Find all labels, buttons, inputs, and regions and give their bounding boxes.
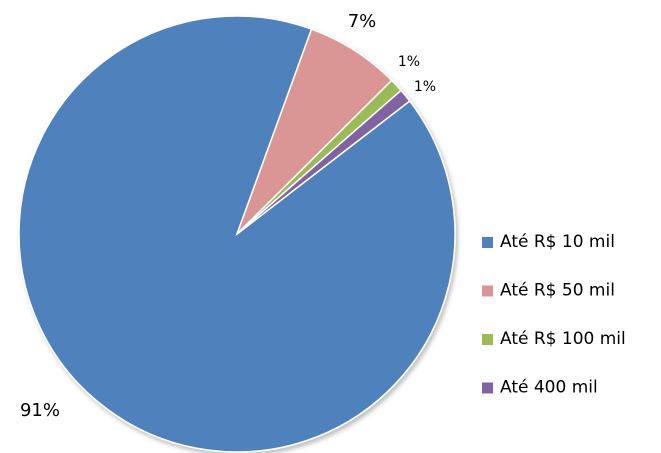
data-label: 1%: [398, 54, 420, 70]
data-label: 91%: [20, 400, 60, 421]
legend-label: Até 400 mil: [500, 378, 598, 398]
legend-label: Até R$ 100 mil: [500, 329, 626, 349]
legend-swatch: [482, 285, 493, 297]
legend-label: Até R$ 10 mil: [500, 232, 615, 252]
legend-swatch: [482, 237, 493, 248]
legend-swatch: [482, 334, 493, 345]
data-label: 7%: [348, 11, 377, 32]
data-label: 1%: [414, 79, 436, 95]
pie: [18, 15, 456, 453]
legend-swatch: [482, 382, 493, 394]
legend-label: Até R$ 50 mil: [500, 281, 615, 301]
pie-slice: [236, 89, 411, 235]
